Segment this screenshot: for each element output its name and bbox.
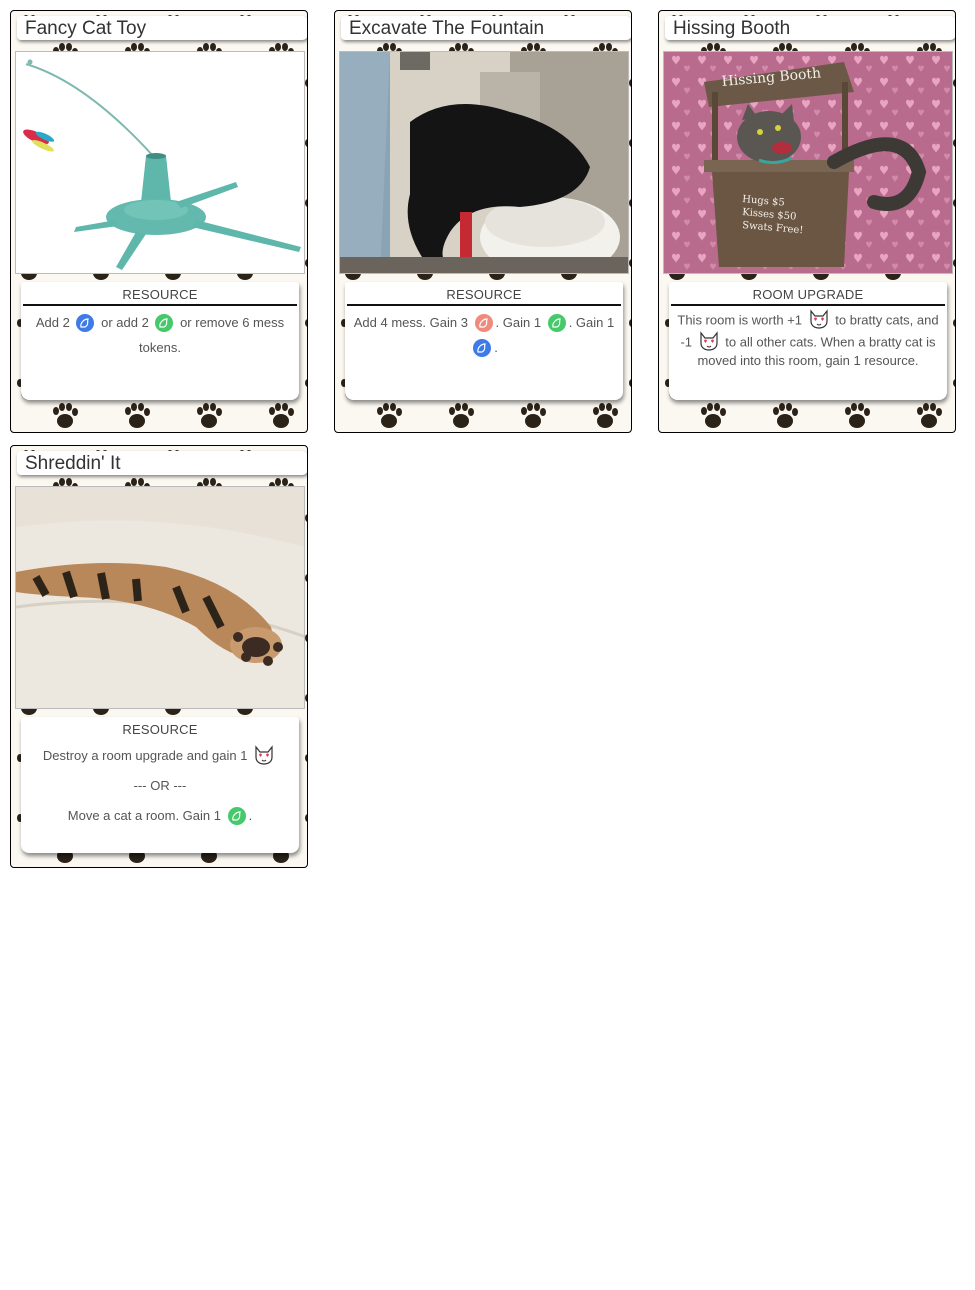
blue-token-icon <box>76 313 95 332</box>
booth-sign-line: Kisses $50 <box>742 207 797 223</box>
card-art-cat-toy <box>15 51 305 274</box>
green-token-icon <box>547 313 566 332</box>
card-shreddin-it[interactable]: Shreddin' It RESOURCE Destroy a room upg… <box>10 445 308 868</box>
card-type: RESOURCE <box>347 282 621 306</box>
green-token-icon <box>227 806 246 825</box>
cat-happiness-icon <box>808 308 830 330</box>
cat-happiness-icon <box>698 330 720 352</box>
card-text-box: RESOURCE Destroy a room upgrade and gain… <box>21 717 299 853</box>
effect-text: Move a cat a room. Gain 1 <box>67 808 221 823</box>
card-text-box: RESOURCE Add 2 or add 2 or remove 6 mess… <box>21 282 299 400</box>
red-token-icon <box>474 313 493 332</box>
card-art-hissing-booth: Hissing Booth Hugs $5 Kisses $50 Swats F… <box>663 51 953 274</box>
booth-sign-line: Hugs $5 <box>742 194 785 209</box>
card-type: RESOURCE <box>23 282 297 306</box>
effect-divider: --- OR --- <box>133 778 187 793</box>
effect-text: tokens. <box>139 340 181 355</box>
card-effect: Add 2 or add 2 or remove 6 mess tokens. <box>23 310 297 360</box>
effect-text: This room is worth +1 <box>677 312 803 328</box>
cat-happiness-icon <box>253 744 275 766</box>
effect-text: . <box>248 808 253 823</box>
card-fancy-cat-toy[interactable]: Fancy Cat Toy RESOURCE Add 2 or add <box>10 10 308 433</box>
card-text-box: RESOURCE Add 4 mess. Gain 3 . Gain 1 . G… <box>345 282 623 400</box>
effect-text: to all other cats. When a bratty cat is … <box>697 334 936 368</box>
card-title: Excavate The Fountain <box>341 16 631 40</box>
card-hissing-booth[interactable]: Hissing Booth Hissing B <box>658 10 956 433</box>
blue-token-icon <box>473 338 492 357</box>
effect-text: or add 2 <box>101 315 149 330</box>
card-type: RESOURCE <box>122 722 198 737</box>
card-title: Shreddin' It <box>17 451 307 475</box>
effect-text: . Gain 1 <box>495 315 542 330</box>
card-effect: Add 4 mess. Gain 3 . Gain 1 . Gain 1 . <box>347 310 621 360</box>
booth-sign-line: Swats Free! <box>742 220 804 236</box>
card-art-cat-paw-on-couch <box>15 486 305 709</box>
effect-text: Add 2 <box>35 315 70 330</box>
card-effect: This room is worth +1 to bratty cats, an… <box>671 310 945 368</box>
effect-text: to bratty cats, and -1 <box>680 312 939 350</box>
card-effect: Destroy a room upgrade and gain 1 --- OR… <box>23 741 297 831</box>
green-token-icon <box>155 313 174 332</box>
card-text-box: ROOM UPGRADE This room is worth +1 to br… <box>669 282 947 400</box>
effect-text: or remove 6 mess <box>180 315 285 330</box>
card-excavate-the-fountain[interactable]: Excavate The Fountain RESOURCE Add 4 mes… <box>334 10 632 433</box>
card-title: Fancy Cat Toy <box>17 16 307 40</box>
card-art-cat-in-toilet <box>339 51 629 274</box>
effect-text: . <box>494 340 498 355</box>
effect-text: Add 4 mess. Gain 3 <box>353 315 468 330</box>
effect-text: Destroy a room upgrade and gain 1 <box>42 748 248 763</box>
card-title: Hissing Booth <box>665 16 955 40</box>
card-type: ROOM UPGRADE <box>671 282 945 306</box>
effect-text: . Gain 1 <box>568 315 615 330</box>
